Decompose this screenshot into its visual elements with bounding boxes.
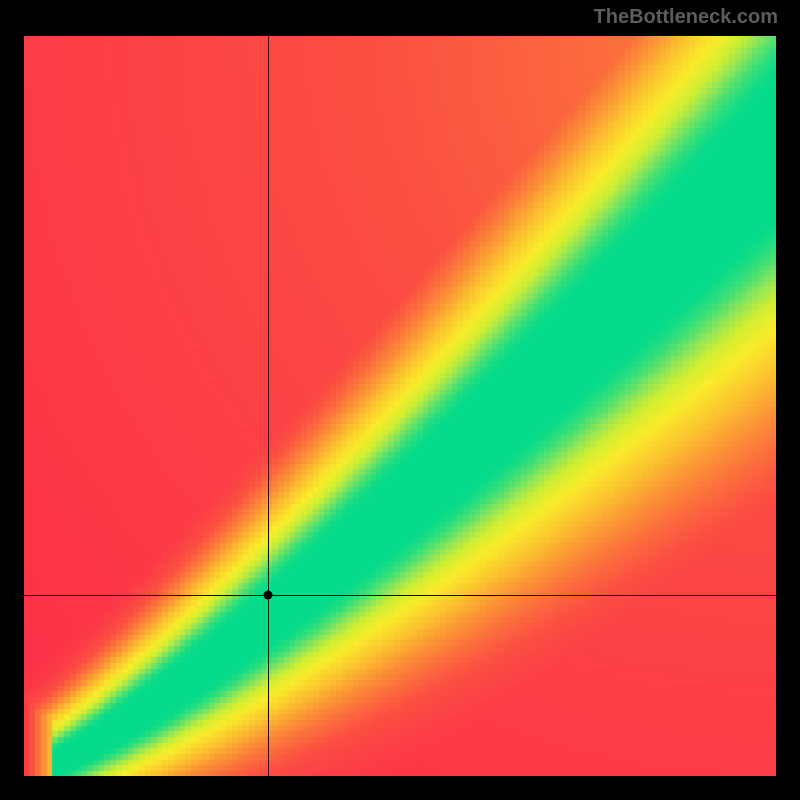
crosshair-horizontal [24,595,776,596]
heatmap-canvas [24,36,776,776]
watermark-text: TheBottleneck.com [594,6,778,29]
plot-area [24,36,776,776]
figure-container: { "watermark": { "text": "TheBottleneck.… [0,0,800,800]
crosshair-vertical [268,36,269,776]
crosshair-dot [264,590,273,599]
